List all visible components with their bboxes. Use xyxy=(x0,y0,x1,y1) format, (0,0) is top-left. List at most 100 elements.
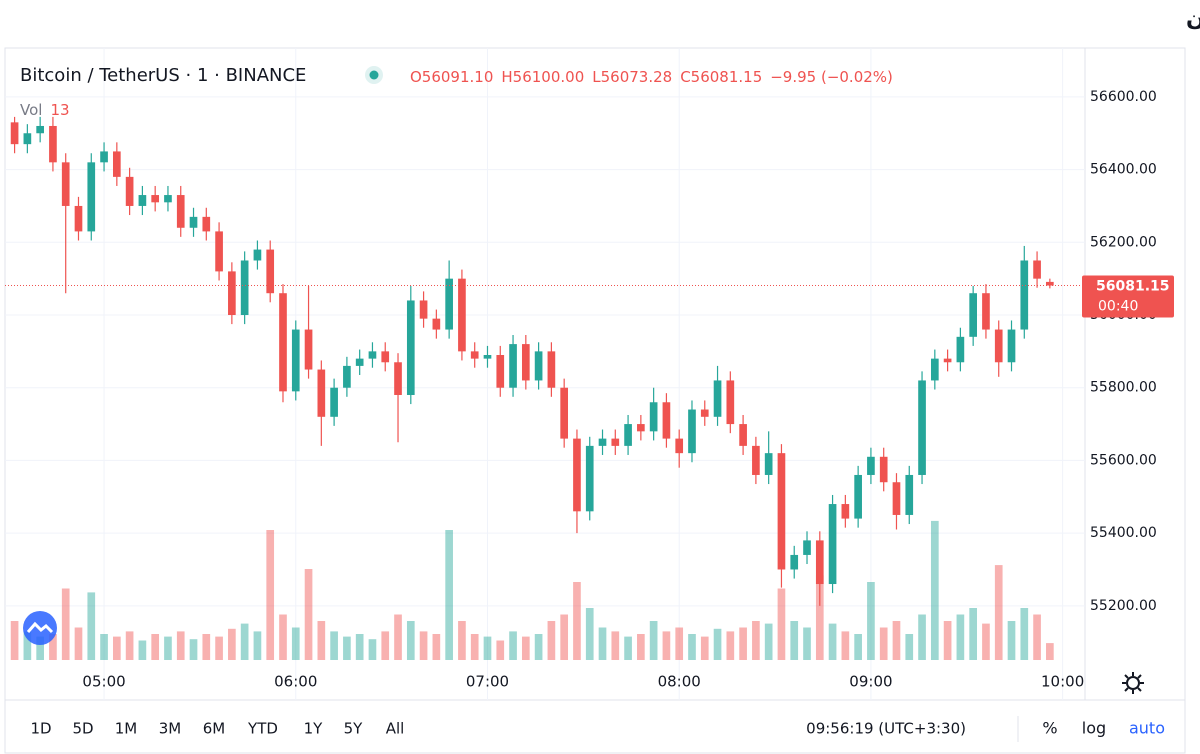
chart-frame xyxy=(4,47,1186,754)
candle-body xyxy=(637,424,645,432)
legend-high: H56100.00 xyxy=(501,68,584,86)
candle-body xyxy=(266,249,275,294)
volume-bar xyxy=(432,634,441,660)
range-button[interactable]: 1M xyxy=(115,720,138,738)
volume-bar xyxy=(1007,621,1016,660)
candle-body xyxy=(343,365,351,388)
candle-body xyxy=(49,125,57,163)
range-button[interactable]: 5D xyxy=(72,720,93,738)
volume-bar xyxy=(394,614,402,660)
volume-bar xyxy=(291,627,300,660)
logo[interactable] xyxy=(23,611,57,645)
candle-body xyxy=(815,540,824,585)
volume-bar xyxy=(496,640,505,660)
volume-bar xyxy=(317,621,326,660)
volume-bar xyxy=(956,614,965,660)
volume-bar xyxy=(330,631,338,660)
volume-bar xyxy=(74,627,83,660)
candle-body xyxy=(279,293,287,392)
y-tick-label: 56400.00 xyxy=(1090,162,1157,178)
volume-bar xyxy=(419,631,428,660)
symbol: Bitcoin / TetherUS · 1 · BINANCE xyxy=(20,65,306,86)
scale-option[interactable]: % xyxy=(1042,719,1057,738)
candle-body xyxy=(764,453,773,475)
legend-open: O56091.10 xyxy=(410,68,493,86)
candle-body xyxy=(867,456,875,475)
volume-bar xyxy=(164,636,172,660)
candle-body xyxy=(10,122,19,145)
volume-bar xyxy=(700,636,709,660)
candle-body xyxy=(176,195,185,228)
scale-option[interactable]: auto xyxy=(1129,719,1165,738)
candle-body xyxy=(956,336,965,363)
candle-body xyxy=(930,358,939,381)
y-tick-label: 55800.00 xyxy=(1090,380,1157,396)
volume-bar xyxy=(905,634,914,660)
candle-body xyxy=(100,151,108,163)
volume-bar xyxy=(279,614,287,660)
volume-bar xyxy=(803,627,811,660)
range-button[interactable]: 5Y xyxy=(344,720,364,738)
volume-bar xyxy=(521,636,530,660)
volume-bar xyxy=(675,627,684,660)
volume-bar xyxy=(688,634,696,660)
candle-body xyxy=(151,195,160,203)
volume-bar xyxy=(649,621,658,660)
candle-body xyxy=(752,445,760,475)
volume-bar xyxy=(764,623,773,660)
volume-bar xyxy=(458,621,466,660)
scale-option[interactable]: log xyxy=(1082,719,1106,738)
volume-bar xyxy=(841,631,850,660)
x-tick-label: 06:00 xyxy=(274,673,317,691)
status-dot xyxy=(369,70,379,80)
candle-body xyxy=(892,482,901,515)
candle-body xyxy=(969,293,977,337)
volume-bar xyxy=(611,631,620,660)
candle-body xyxy=(585,445,594,512)
range-button[interactable]: 1Y xyxy=(304,720,324,738)
candle-body xyxy=(74,205,83,232)
range-button[interactable]: 6M xyxy=(203,720,226,738)
volume-bar xyxy=(739,627,747,660)
range-button[interactable]: 1D xyxy=(30,720,51,738)
candle-body xyxy=(483,355,492,359)
candle-body xyxy=(547,351,556,388)
candle-body xyxy=(202,216,211,232)
y-tick-label: 55200.00 xyxy=(1090,598,1157,614)
candle-body xyxy=(23,133,32,145)
volume-bar xyxy=(87,592,96,660)
candle-body xyxy=(739,424,747,446)
volume-bar xyxy=(343,636,351,660)
candle-body xyxy=(1033,260,1041,279)
toolbar: 1D 5D 1M 3M 6M YTD 1Y 5Y All 09:56:19 (UTC+3:30)%… xyxy=(30,716,1165,742)
candle-body xyxy=(700,409,709,417)
candle-body xyxy=(138,195,147,206)
candle-body xyxy=(777,453,786,570)
volume-bar xyxy=(892,621,901,660)
volume-bar xyxy=(1033,614,1041,660)
last-price-label: 56081.15 xyxy=(1096,279,1170,295)
volume-bar xyxy=(406,621,415,660)
volume-bar xyxy=(828,623,837,660)
volume-bar xyxy=(483,636,492,660)
candle-body xyxy=(406,300,415,395)
candle-body xyxy=(1007,329,1016,363)
range-button[interactable]: YTD xyxy=(247,720,278,738)
countdown: 00:40 xyxy=(1098,299,1138,315)
candle-body xyxy=(304,329,313,370)
volume-bar xyxy=(1020,608,1029,660)
candle-body xyxy=(803,540,811,555)
candle-body xyxy=(355,358,364,366)
volume-bar xyxy=(100,634,108,660)
range-button[interactable]: 3M xyxy=(159,720,182,738)
volume-bar xyxy=(662,631,671,660)
candle-body xyxy=(611,438,620,446)
y-tick-label: 55400.00 xyxy=(1090,525,1157,541)
range-button[interactable]: All xyxy=(386,720,405,738)
volume-bar xyxy=(624,636,632,660)
volume-bar xyxy=(215,636,223,660)
y-tick-label: 56200.00 xyxy=(1090,234,1157,250)
volume-bar xyxy=(598,627,607,660)
volume-bar xyxy=(982,623,990,660)
settings-gear[interactable] xyxy=(1122,672,1144,694)
